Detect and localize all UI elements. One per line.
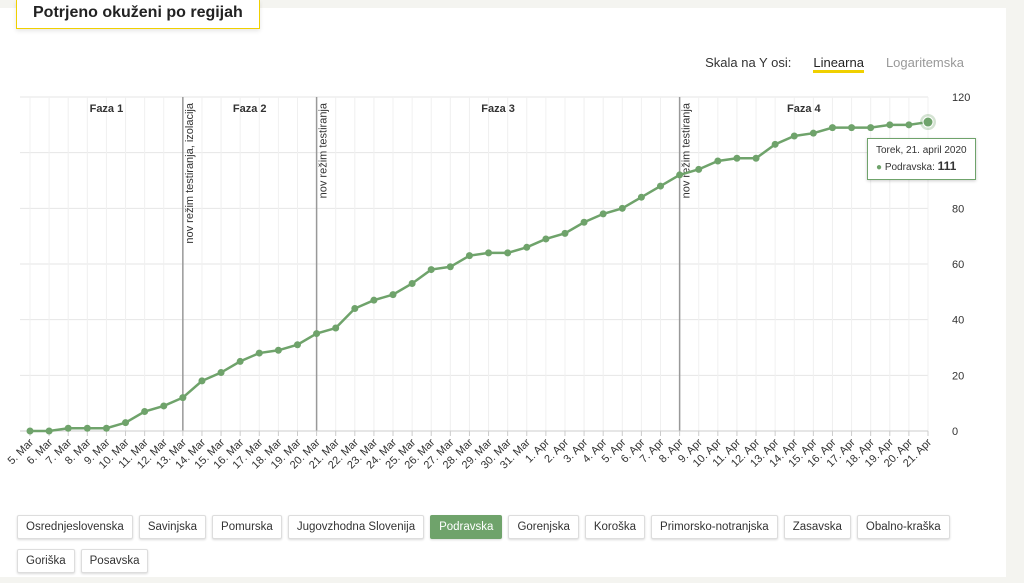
point [637,193,645,201]
scale-switch: Skala na Y osi: Linearna Logaritemska [683,55,964,73]
annotation-label: nov režim testiranja [681,102,693,198]
region-button[interactable]: Goriška [17,549,75,573]
region-button[interactable]: Savinjska [138,515,207,539]
point [179,394,187,402]
point [313,330,321,338]
region-button[interactable]: Posavska [80,549,149,573]
y-tick-label: 80 [952,203,964,215]
point [790,132,798,140]
point [752,154,760,162]
point [102,424,110,432]
point [905,121,913,129]
phase-label: Faza 2 [233,103,267,115]
point [198,377,206,385]
point [160,402,168,410]
tooltip-date: Torek, 21. april 2020 [876,145,967,156]
point [695,165,703,173]
point [293,341,301,349]
point [599,210,607,218]
tooltip-value: 111 [937,159,957,173]
point [771,140,779,148]
tooltip: Torek, 21. april 2020 ● Podravska: 111 [867,138,976,180]
region-button[interactable]: Zasavska [783,515,851,539]
point [446,263,454,271]
point [370,296,378,304]
y-tick-label: 120 [952,92,970,104]
annotation-label: nov režim testiranja [318,102,330,198]
scale-option[interactable]: Logaritemska [885,55,964,70]
point [561,229,569,237]
point [618,204,626,212]
phase-label: Faza 1 [90,103,124,115]
region-button[interactable]: Jugovzhodna Slovenija [287,515,425,539]
point [867,124,875,132]
point [580,218,588,226]
region-button[interactable]: Gorenjska [508,515,579,539]
point [64,424,72,432]
point [351,305,359,313]
title: Potrjeno okuženi po regijah [16,0,260,29]
point [26,427,34,435]
annotation-label: nov režim testiranja, izolacija [184,102,196,243]
point [848,124,856,132]
point [657,182,665,190]
phase-label: Faza 3 [481,103,515,115]
point [809,129,817,137]
point [504,249,512,257]
point [236,357,244,365]
point [217,369,225,377]
card [0,8,1006,577]
scale-option[interactable]: Linearna [813,55,864,73]
point [676,171,684,179]
scale-label: Skala na Y osi: [705,55,792,70]
point [523,243,531,251]
region-button[interactable]: Pomurska [212,515,282,539]
point [427,266,435,274]
region-buttons: Osrednjeslovenska Savinjska Pomurska Jugovz… [17,515,977,583]
point [83,424,91,432]
point [45,427,53,435]
point [389,291,397,299]
point [542,235,550,243]
point [465,252,473,260]
region-button[interactable]: Primorsko-notranjska [651,515,778,539]
region-button[interactable]: Koroška [584,515,646,539]
point [408,279,416,287]
point [141,408,149,416]
point [274,346,282,354]
y-tick-label: 0 [952,426,958,438]
line [30,120,929,433]
point [714,157,722,165]
phase-label: Faza 4 [787,103,822,115]
region-button[interactable]: Osrednjeslovenska [17,515,133,539]
region-button[interactable]: Obalno-kraška [856,515,950,539]
region-button[interactable]: Podravska [430,515,503,539]
point [733,154,741,162]
y-tick-label: 40 [952,315,964,327]
point [922,116,934,128]
point [828,124,836,132]
tooltip-label: Podravska: [884,162,935,173]
y-tick-label: 60 [952,259,964,271]
point [886,121,894,129]
y-tick-label: 20 [952,370,964,382]
point [122,419,130,427]
point [332,324,340,332]
point [485,249,493,257]
point [255,349,263,357]
